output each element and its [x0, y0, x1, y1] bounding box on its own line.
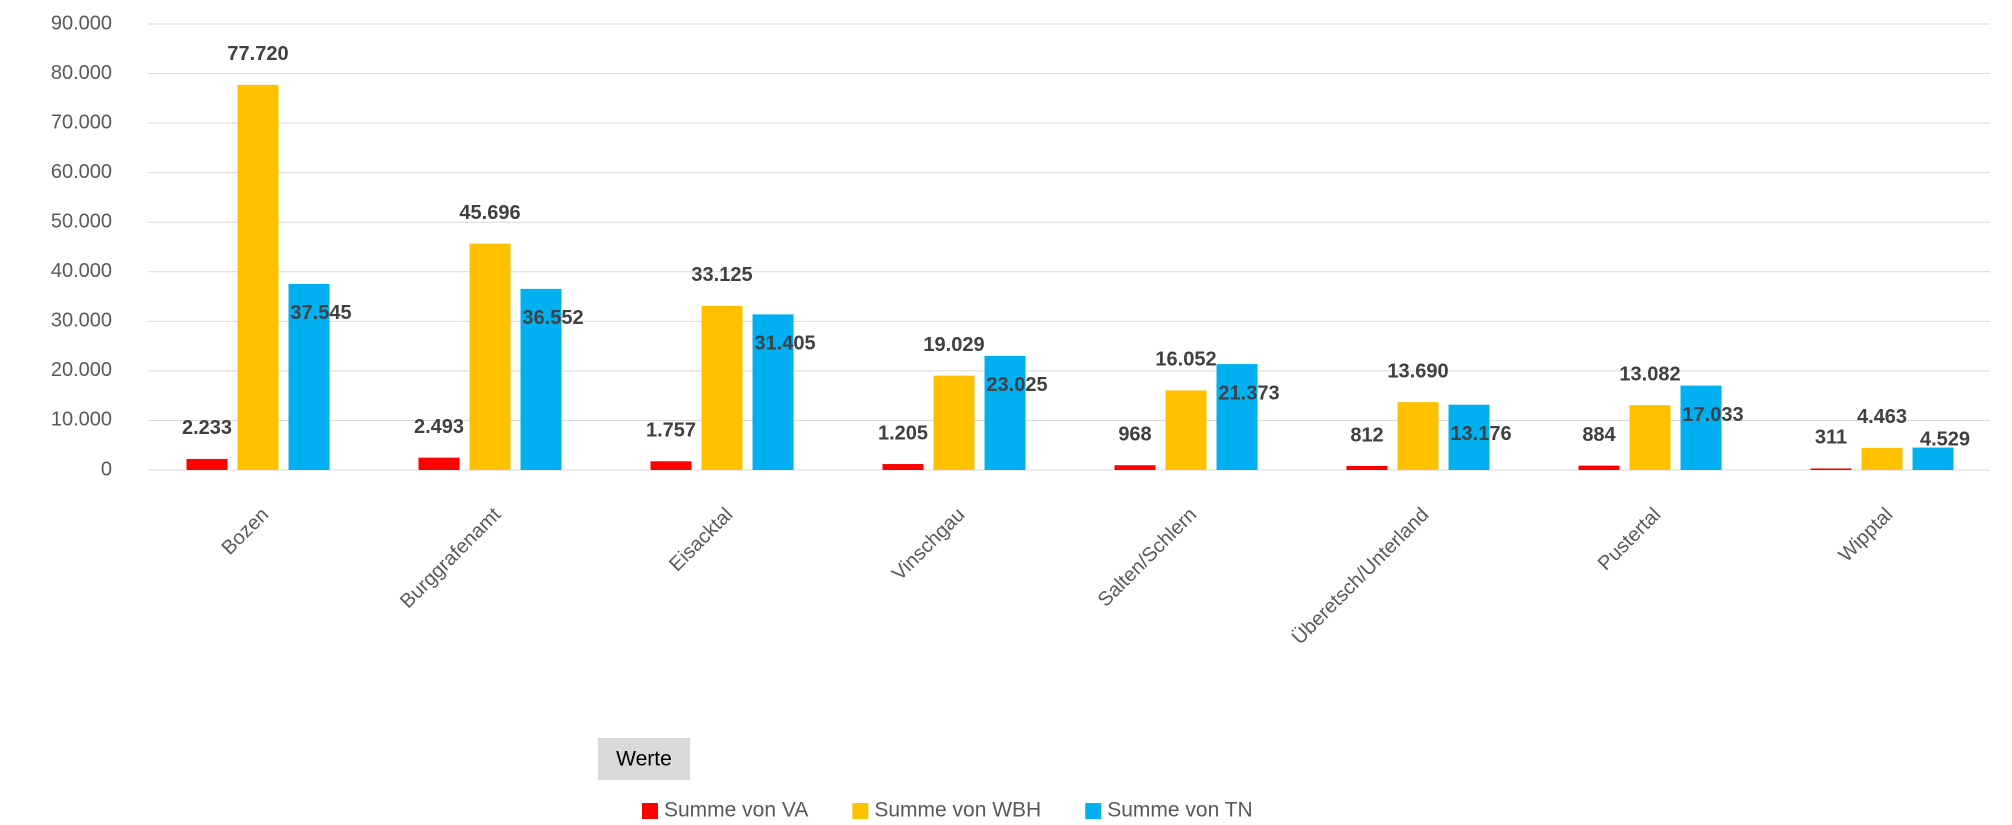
value-label: 4.529: [1920, 428, 1970, 450]
bar: [418, 457, 460, 470]
value-label: 16.052: [1155, 349, 1216, 371]
bar: [520, 288, 562, 470]
bar: [1810, 468, 1852, 470]
y-tick-label: 70.000: [51, 111, 112, 133]
value-label: 1.757: [646, 420, 696, 442]
y-tick-label: 60.000: [51, 161, 112, 183]
value-label: 2.493: [414, 416, 464, 438]
legend-label: Summe von VA: [664, 799, 808, 822]
value-label: 23.025: [986, 374, 1047, 396]
value-label: 812: [1350, 424, 1383, 446]
x-tick-label: Wipptal: [1835, 504, 1898, 567]
bar: [1448, 404, 1490, 470]
legend-swatch: [1085, 803, 1102, 819]
x-tick-label: Bozen: [218, 504, 274, 560]
x-tick-label: Salten/Schlern: [1094, 504, 1202, 612]
x-tick-label: Überetsch/Unterland: [1288, 504, 1433, 649]
y-tick-label: 40.000: [51, 260, 112, 282]
bar: [1346, 465, 1388, 470]
value-label: 13.176: [1450, 423, 1511, 445]
y-tick-label: 0: [101, 458, 112, 480]
value-label: 37.545: [290, 302, 351, 324]
legend-swatch: [852, 803, 869, 819]
value-label: 33.125: [691, 264, 752, 286]
bar: [1912, 447, 1954, 470]
bar: [882, 464, 924, 470]
bar: [1680, 385, 1722, 470]
bar: [933, 375, 975, 470]
legend-swatch: [642, 803, 658, 819]
y-tick-label: 10.000: [51, 409, 112, 431]
bar: [186, 458, 228, 470]
y-tick-label: 90.000: [51, 12, 112, 34]
y-tick-label: 50.000: [51, 211, 112, 233]
x-tick-label: Vinschgau: [888, 504, 969, 585]
value-label: 17.033: [1682, 404, 1743, 426]
y-tick-label: 30.000: [51, 310, 112, 332]
bar: [1114, 465, 1156, 470]
value-label: 77.720: [227, 43, 288, 65]
bar: [1165, 390, 1207, 470]
bar: [984, 355, 1026, 470]
value-label: 311: [1815, 427, 1847, 449]
field-button-label[interactable]: Werte: [616, 748, 672, 771]
bar: [1216, 364, 1258, 470]
bar: [1629, 405, 1671, 470]
bar: [237, 84, 279, 471]
y-tick-label: 20.000: [51, 359, 112, 381]
x-tick-label: Pustertal: [1594, 504, 1665, 575]
value-label: 45.696: [459, 202, 520, 224]
value-label: 968: [1118, 423, 1151, 445]
bar: [752, 314, 794, 470]
legend-label: Summe von TN: [1107, 799, 1253, 822]
value-label: 19.029: [923, 334, 984, 356]
value-label: 884: [1582, 424, 1616, 446]
bar: [1578, 465, 1620, 470]
value-label: 13.690: [1387, 360, 1448, 382]
value-label: 21.373: [1218, 382, 1279, 404]
value-label: 31.405: [754, 333, 815, 355]
bar: [288, 283, 330, 470]
field-button[interactable]: [598, 738, 690, 780]
bar: [1397, 402, 1439, 470]
bar: [469, 243, 511, 470]
x-tick-label: Burggrafenamt: [396, 503, 505, 612]
value-label: 13.082: [1619, 363, 1680, 385]
legend-label: Summe von WBH: [874, 799, 1041, 822]
y-tick-label: 80.000: [51, 62, 112, 84]
bar: [650, 461, 692, 470]
value-label: 1.205: [878, 422, 928, 444]
x-tick-label: Eisacktal: [665, 504, 737, 576]
value-label: 4.463: [1857, 406, 1907, 428]
bar: [701, 305, 743, 470]
bar: [1861, 447, 1903, 470]
value-label: 2.233: [182, 417, 232, 439]
value-label: 36.552: [522, 307, 583, 329]
